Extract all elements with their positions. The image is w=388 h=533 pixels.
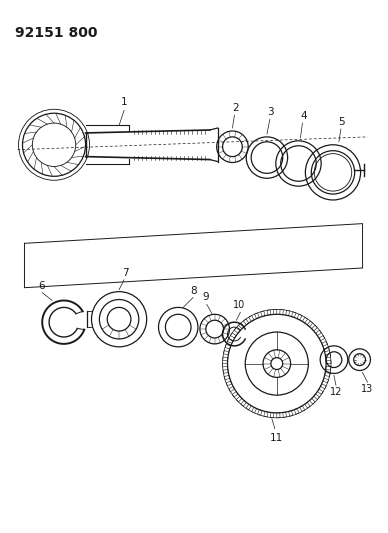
Text: 13: 13 bbox=[361, 384, 374, 394]
Text: 7: 7 bbox=[122, 268, 128, 278]
Text: 3: 3 bbox=[268, 107, 274, 117]
Text: 10: 10 bbox=[233, 301, 246, 310]
Text: 2: 2 bbox=[232, 103, 239, 113]
Text: 92151 800: 92151 800 bbox=[15, 27, 97, 41]
Text: 1: 1 bbox=[121, 98, 127, 107]
Text: 6: 6 bbox=[38, 281, 45, 290]
Text: 11: 11 bbox=[270, 433, 283, 442]
Text: 9: 9 bbox=[203, 293, 209, 302]
Text: 4: 4 bbox=[300, 111, 307, 121]
Text: 5: 5 bbox=[339, 117, 345, 127]
Text: 12: 12 bbox=[330, 387, 342, 397]
Text: 8: 8 bbox=[191, 286, 197, 296]
